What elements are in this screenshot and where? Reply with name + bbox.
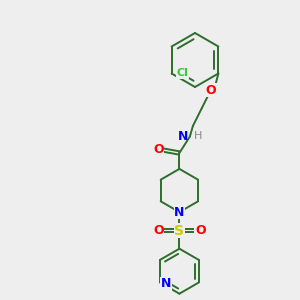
Text: O: O bbox=[206, 83, 216, 97]
Text: O: O bbox=[153, 224, 164, 237]
Text: H: H bbox=[194, 131, 202, 142]
Text: S: S bbox=[174, 224, 184, 238]
Text: N: N bbox=[161, 278, 171, 290]
Text: N: N bbox=[174, 206, 184, 219]
Text: Cl: Cl bbox=[176, 68, 188, 79]
Text: O: O bbox=[195, 224, 206, 237]
Text: O: O bbox=[153, 143, 164, 157]
Text: N: N bbox=[178, 130, 188, 143]
